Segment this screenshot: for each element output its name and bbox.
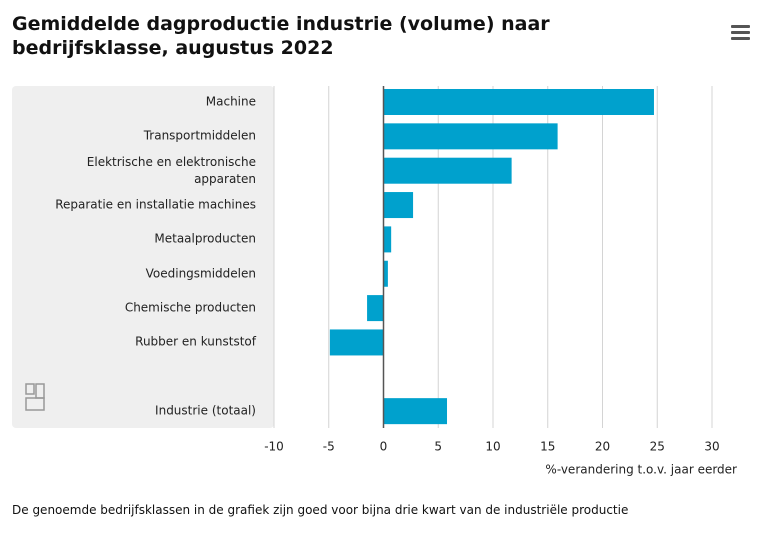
x-tick-label: 20 <box>595 440 610 454</box>
bar <box>329 329 384 356</box>
x-tick-label: -10 <box>264 440 284 454</box>
chart-title: Gemiddelde dagproductie industrie (volum… <box>12 13 550 59</box>
y-tick-label: Elektrische en elektronische apparaten <box>86 154 256 186</box>
y-tick-label: Voedingsmiddelen <box>145 266 256 281</box>
x-tick-label: 5 <box>434 440 442 454</box>
menu-icon[interactable] <box>731 25 750 40</box>
y-tick-label: Industrie (totaal) <box>155 403 256 418</box>
bar <box>383 123 558 150</box>
x-tick-label: -5 <box>323 440 335 454</box>
x-axis-title: %-verandering t.o.v. jaar eerder <box>545 463 737 477</box>
x-tick-label: 15 <box>540 440 555 454</box>
y-tick-label: Chemische producten <box>124 300 256 315</box>
y-tick-label: Machine <box>205 94 256 109</box>
bar <box>383 398 448 425</box>
bar <box>367 295 384 322</box>
bar <box>383 260 388 287</box>
y-tick-label: Metaalproducten <box>154 231 256 246</box>
y-tick-label: Rubber en kunststof <box>135 334 256 349</box>
x-tick-label: 10 <box>485 440 500 454</box>
footnote: De genoemde bedrijfsklassen in de grafie… <box>12 503 629 517</box>
bar <box>383 192 414 219</box>
y-tick-label: Transportmiddelen <box>143 128 256 143</box>
logo <box>25 383 45 411</box>
bar <box>383 157 512 184</box>
x-tick-label: 25 <box>650 440 665 454</box>
bar <box>383 89 654 115</box>
label-panel <box>12 86 274 428</box>
bar <box>383 226 392 253</box>
y-tick-label: Reparatie en installatie machines <box>55 197 256 212</box>
x-tick-label: 30 <box>704 440 719 454</box>
x-tick-label: 0 <box>380 440 388 454</box>
